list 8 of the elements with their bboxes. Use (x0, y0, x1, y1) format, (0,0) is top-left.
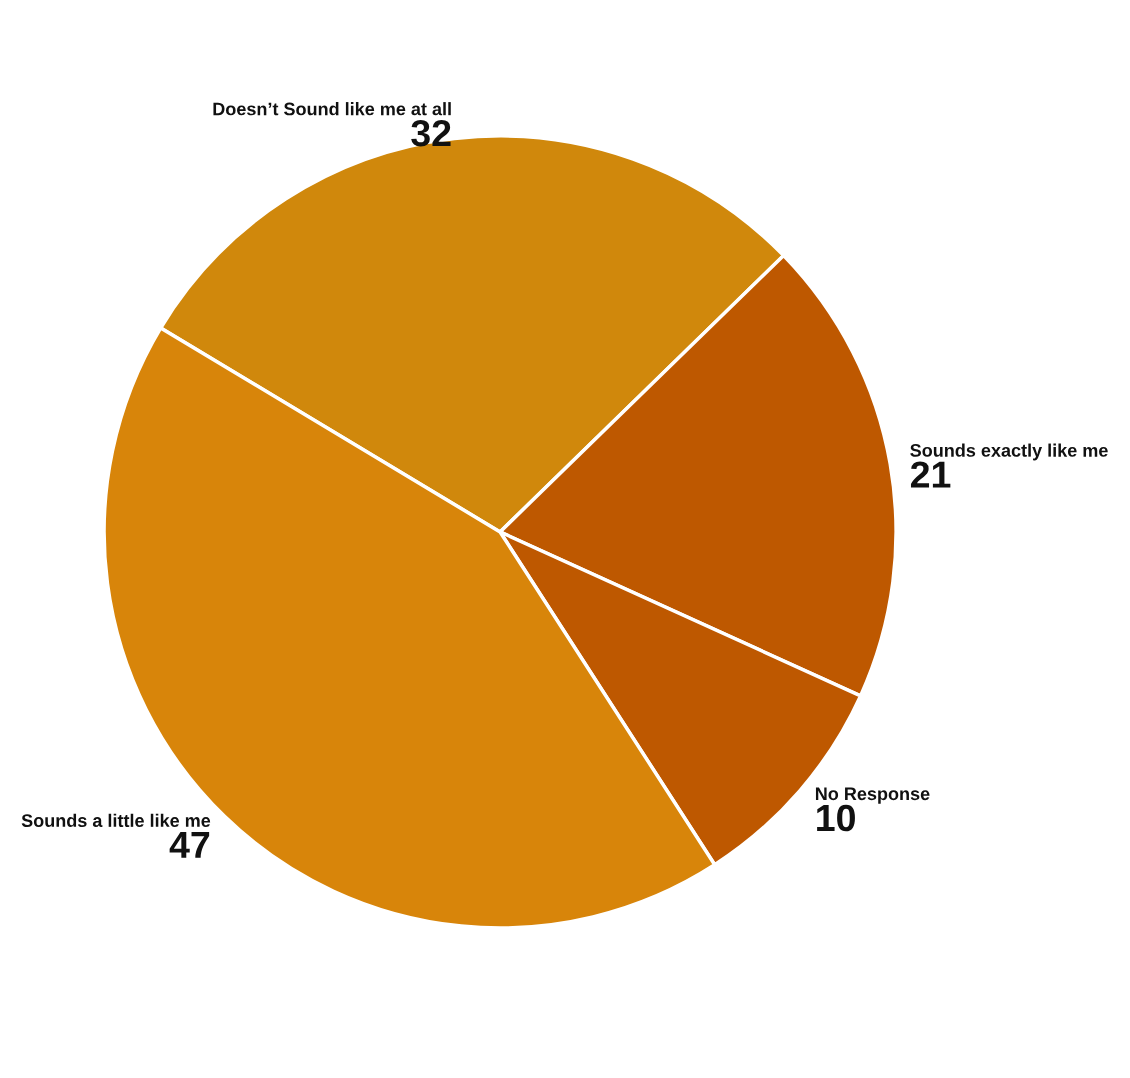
slice-label: Doesn’t Sound like me at all (213, 102, 451, 116)
slice-label: Sounds exactly like me (910, 443, 1108, 461)
slice-label: Sounds a little like me (21, 813, 211, 828)
data-label: 32 (411, 119, 451, 147)
data-label: 10 (817, 804, 855, 832)
slice-label: No Response (815, 787, 930, 804)
data-label: 21 (910, 461, 951, 488)
data-label: 47 (169, 831, 210, 858)
